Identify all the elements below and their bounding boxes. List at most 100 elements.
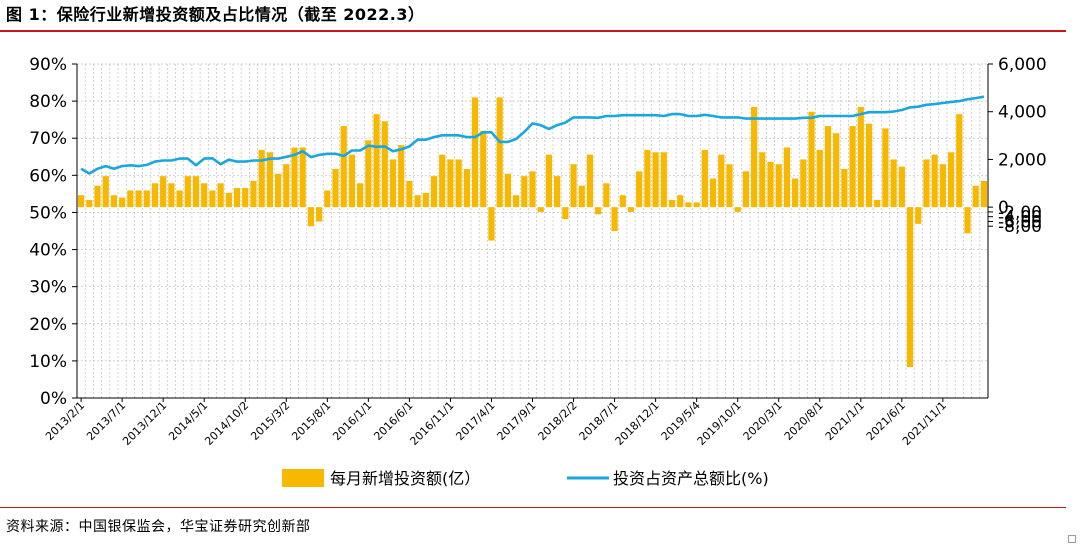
- bar: [750, 106, 758, 208]
- right-tick-label: 4,000: [998, 103, 1047, 123]
- line-series: [80, 95, 985, 175]
- bar: [939, 164, 946, 208]
- bar: [332, 168, 339, 208]
- bar: [652, 152, 659, 208]
- bar: [242, 188, 249, 208]
- bar: [192, 176, 200, 208]
- left-tick-label: 80%: [29, 92, 67, 112]
- bar: [816, 149, 823, 208]
- bar: [291, 147, 298, 208]
- bar: [430, 176, 438, 208]
- bar: [759, 152, 766, 208]
- right-tick-label: 6,000: [998, 55, 1047, 75]
- left-tick-label: 90%: [29, 55, 67, 75]
- legend-bar-swatch: [282, 469, 324, 487]
- bar: [603, 183, 610, 208]
- bar: [135, 190, 142, 208]
- bar: [184, 176, 191, 208]
- bar: [209, 190, 216, 208]
- bar: [521, 176, 528, 208]
- bar: [258, 149, 265, 208]
- bar: [849, 126, 856, 208]
- x-tick-label: 2020/3/1: [741, 399, 785, 443]
- bar: [923, 159, 930, 208]
- bar: [660, 152, 667, 208]
- bar: [389, 159, 397, 208]
- right-tick-label: -4,00: [998, 208, 1042, 228]
- bar: [595, 207, 602, 215]
- x-tick-label: 2021/11/1: [900, 399, 949, 448]
- bar: [611, 207, 618, 231]
- bar: [439, 154, 446, 208]
- x-tick-label: 2015/3/2: [248, 399, 292, 443]
- chart-axes: 0% 10% 20% 30% 40% 50% 60% 70% 80% 90% -8,00-6,00-…: [29, 55, 1046, 448]
- bar: [422, 192, 429, 208]
- source-rule: [0, 507, 1066, 508]
- bar: [307, 207, 315, 227]
- bar: [414, 195, 421, 208]
- bar: [644, 149, 651, 208]
- bar: [127, 190, 134, 208]
- left-tick-label: 10%: [29, 352, 67, 372]
- bar: [119, 197, 126, 208]
- left-tick-label: 0%: [40, 389, 67, 409]
- right-tick-label: -6,00: [998, 212, 1042, 232]
- x-tick-label: 2015/8/1: [289, 399, 333, 443]
- bar: [800, 159, 807, 208]
- bar: [86, 199, 93, 208]
- x-tick-label: 2017/4/1: [453, 399, 497, 443]
- bar: [217, 183, 224, 208]
- bar: [701, 149, 708, 208]
- bar: [283, 164, 290, 208]
- bar: [365, 140, 372, 208]
- figure-title: 图 1：保险行业新增投资额及占比情况（截至 2022.3）: [6, 5, 425, 24]
- bar: [168, 183, 175, 208]
- bar: [718, 154, 725, 208]
- bar: [324, 190, 331, 208]
- bar: [627, 207, 635, 212]
- bar: [726, 164, 733, 208]
- ratio-line: [80, 95, 985, 175]
- bar: [504, 173, 511, 208]
- bar: [110, 195, 118, 208]
- bar: [143, 190, 150, 208]
- bar: [225, 192, 232, 208]
- bar: [447, 159, 454, 208]
- right-tick-label: -2,00: [998, 203, 1042, 223]
- bar: [176, 190, 183, 208]
- bar: [775, 164, 782, 208]
- bar: [824, 126, 832, 208]
- chart-legend: 每月新增投资额(亿） 投资占资产总额比(%): [282, 469, 769, 488]
- bar: [578, 185, 585, 208]
- x-tick-label: 2014/10/2: [202, 399, 251, 448]
- left-tick-label: 20%: [29, 315, 67, 335]
- bar: [160, 176, 167, 208]
- right-tick-label: 0: [998, 198, 1009, 218]
- left-tick-label: 40%: [29, 241, 67, 261]
- bar: [315, 207, 323, 222]
- bar: [693, 202, 700, 208]
- bar: [833, 133, 840, 208]
- x-tick-label: 2018/12/1: [613, 399, 662, 448]
- bar: [956, 114, 963, 208]
- bar: [668, 199, 676, 208]
- bar: [898, 166, 905, 208]
- bar: [980, 180, 988, 208]
- bar-series: [77, 97, 988, 367]
- bar: [455, 159, 462, 208]
- bar: [348, 154, 356, 208]
- bar: [841, 168, 848, 208]
- corner-marker: [1068, 535, 1076, 543]
- bar: [373, 114, 380, 208]
- x-tick-label: 2018/2/2: [536, 399, 580, 443]
- bar: [233, 188, 241, 208]
- bar: [972, 185, 979, 208]
- bar: [201, 183, 208, 208]
- bar: [77, 195, 85, 208]
- title-rule: [0, 30, 1066, 32]
- source-note: 资料来源：中国银保监会，华宝证券研究创新部: [6, 519, 311, 535]
- bar: [865, 123, 873, 208]
- bar: [102, 176, 109, 208]
- bar: [299, 147, 306, 208]
- bar: [767, 161, 774, 208]
